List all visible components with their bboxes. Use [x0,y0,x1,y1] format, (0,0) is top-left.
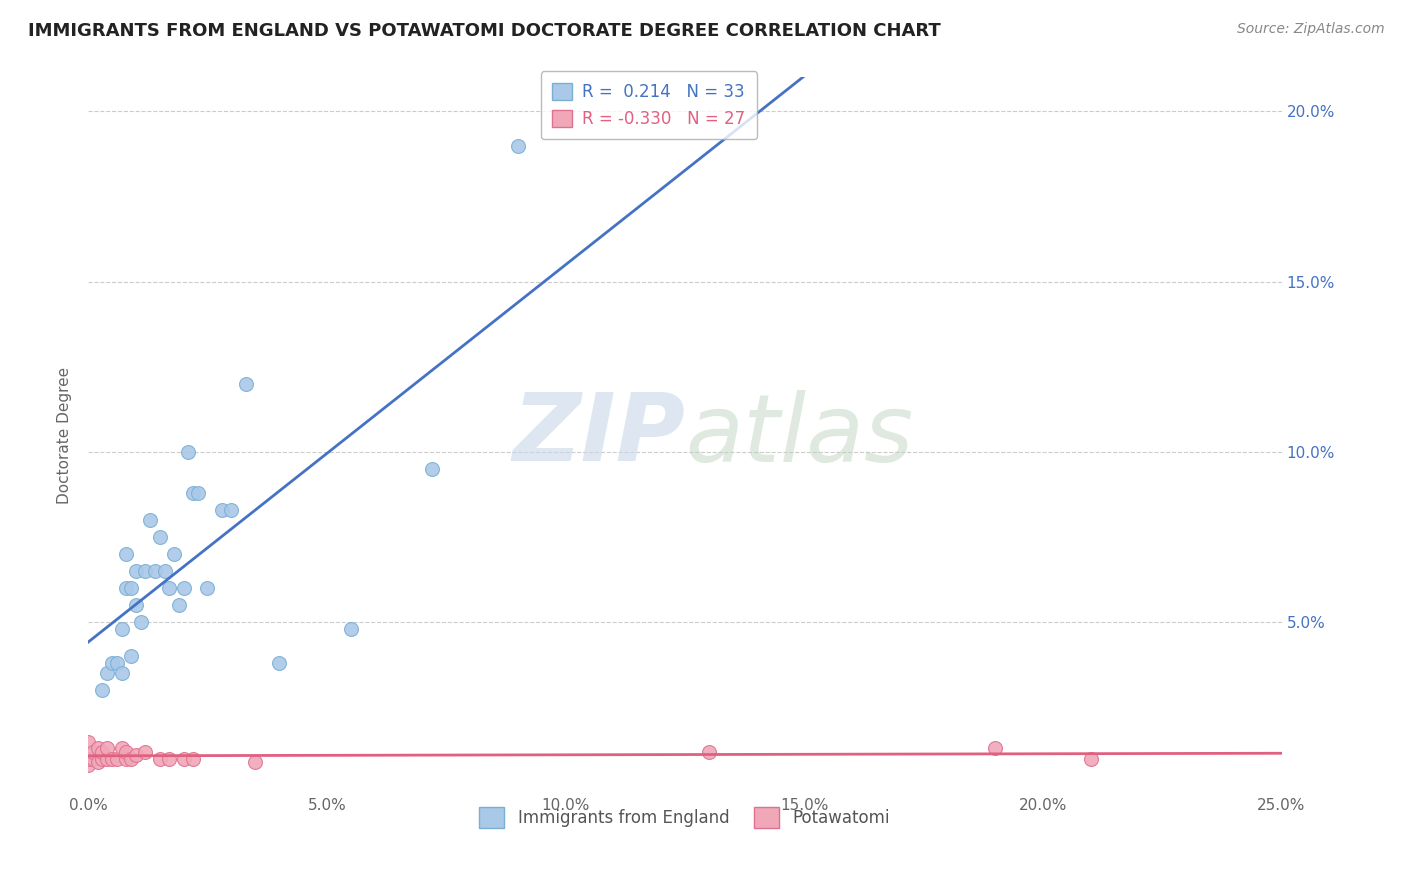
Point [167,599,190,613]
Point [101,751,124,765]
Text: atlas: atlas [685,390,912,481]
Point [91,745,114,759]
Point [91,683,114,698]
Point [245,755,267,769]
Text: ZIP: ZIP [512,389,685,481]
Point [77,734,100,748]
Point [173,751,195,765]
Point [506,138,529,153]
Point [82,751,104,765]
Point [187,486,209,500]
Y-axis label: Doctorate Degree: Doctorate Degree [58,367,72,504]
Text: Source: ZipAtlas.com: Source: ZipAtlas.com [1237,22,1385,37]
Point [1080,751,1102,765]
Point [77,751,100,765]
Point [120,649,142,664]
Point [125,599,148,613]
Point [129,615,152,630]
Point [697,745,720,759]
Point [86,741,108,756]
Point [120,751,142,765]
Point [149,530,172,544]
Point [157,582,180,596]
Point [110,741,132,756]
Point [134,745,156,759]
Point [110,666,132,681]
Point [339,622,361,636]
Point [181,751,204,765]
Point [143,564,166,578]
Point [86,755,108,769]
Point [221,503,243,517]
Point [96,666,118,681]
Point [157,751,180,765]
Point [115,751,138,765]
Point [149,751,172,765]
Point [173,582,195,596]
Legend: Immigrants from England, Potawatomi: Immigrants from England, Potawatomi [472,801,897,834]
Point [984,741,1007,756]
Point [181,486,204,500]
Point [125,748,148,763]
Point [120,582,142,596]
Point [115,745,138,759]
Point [105,751,128,765]
Point [125,564,148,578]
Point [139,513,162,527]
Point [115,547,138,561]
Point [197,582,219,596]
Point [211,503,233,517]
Point [420,462,443,476]
Point [110,622,132,636]
Point [101,657,124,671]
Point [82,745,104,759]
Point [96,751,118,765]
Point [91,751,114,765]
Point [235,376,257,391]
Point [96,741,118,756]
Point [134,564,156,578]
Point [177,445,200,459]
Point [153,564,176,578]
Point [105,657,128,671]
Point [163,547,186,561]
Point [269,657,291,671]
Point [77,758,100,772]
Point [115,582,138,596]
Text: IMMIGRANTS FROM ENGLAND VS POTAWATOMI DOCTORATE DEGREE CORRELATION CHART: IMMIGRANTS FROM ENGLAND VS POTAWATOMI DO… [28,22,941,40]
